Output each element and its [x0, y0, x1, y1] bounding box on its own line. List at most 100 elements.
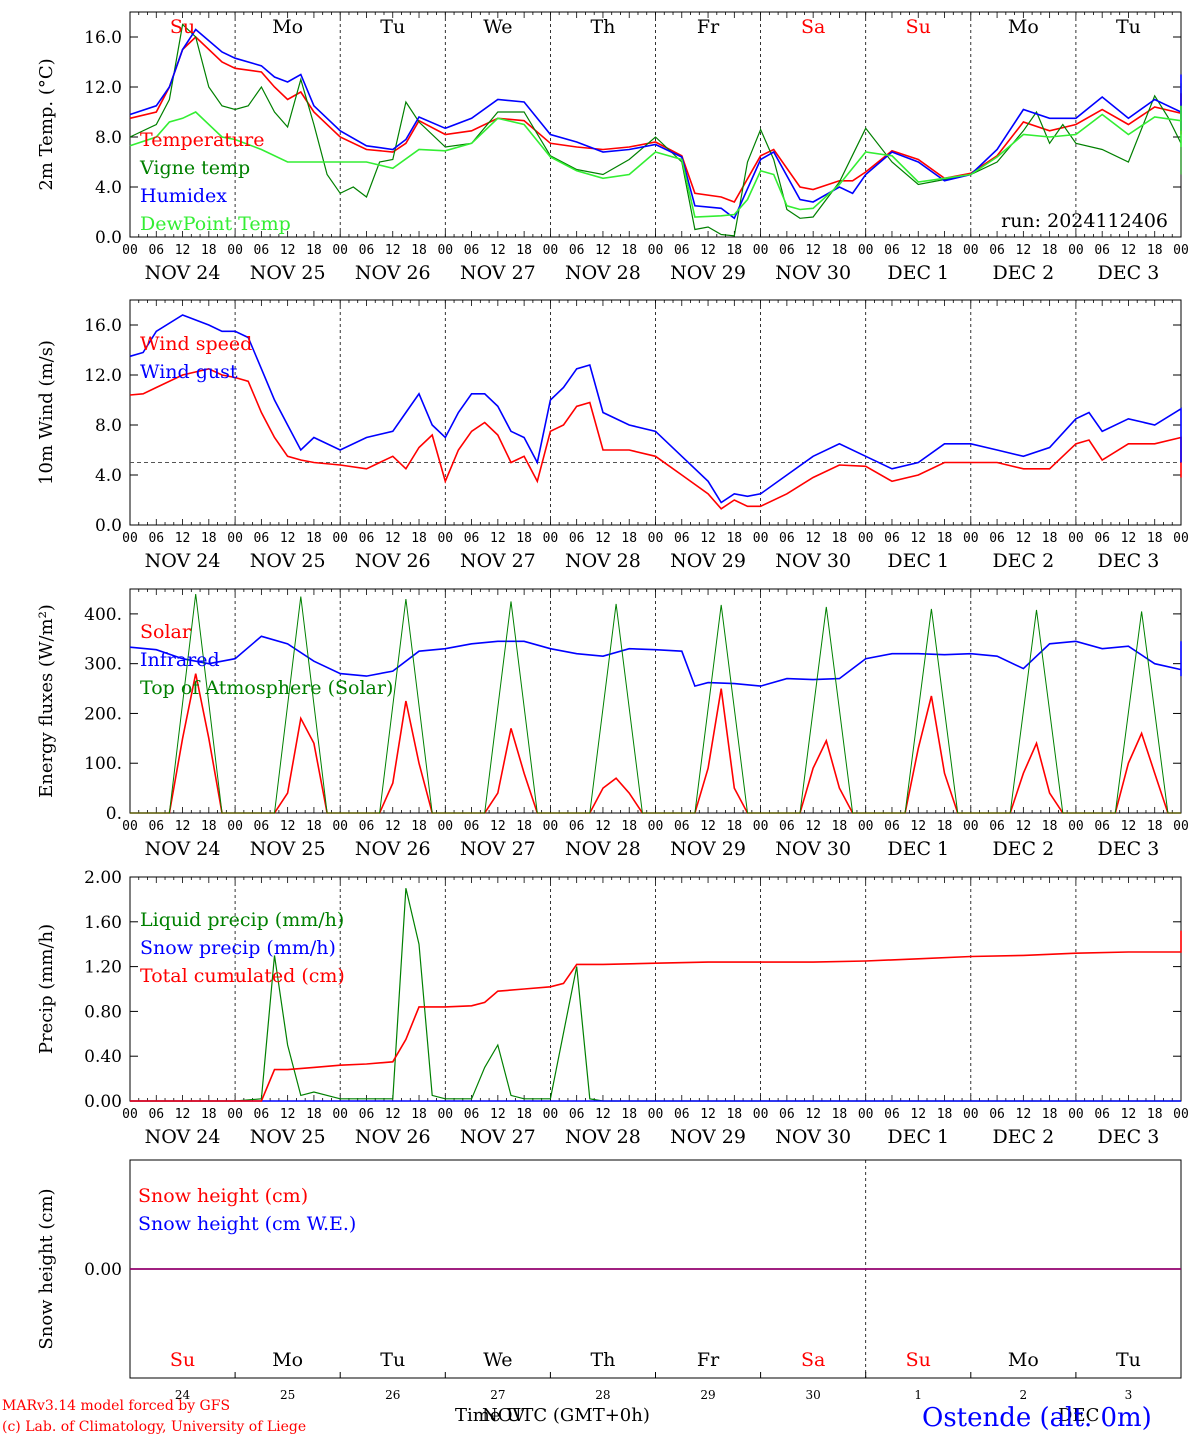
- time-axis-title: Time UTC (GMT+0h): [455, 1405, 650, 1426]
- panel1-hour-label: 18: [937, 243, 953, 258]
- panel3-hour-label: 18: [726, 819, 742, 834]
- panel4-day-label: NOV 29: [670, 1126, 746, 1148]
- panel4-day-label: NOV 27: [460, 1126, 536, 1148]
- panel2-hour-label: 06: [254, 531, 270, 546]
- panel2-hour-label: 12: [805, 531, 821, 546]
- bottom-day-number: 28: [595, 1388, 610, 1402]
- panel1-frame: [129, 11, 1182, 238]
- panel3-day-label: NOV 27: [460, 838, 536, 860]
- panel1-hour-label: 12: [490, 243, 506, 258]
- panel1-day-label: DEC 1: [887, 262, 949, 284]
- panel1-hour-label: 18: [621, 243, 637, 258]
- panel4-day-label: DEC 1: [887, 1126, 949, 1148]
- panel3-day-label: NOV 28: [565, 838, 641, 860]
- panel3-day-label: DEC 1: [887, 838, 949, 860]
- bottom-weekday-label: Mo: [1008, 1349, 1039, 1371]
- panel1-y-axis-label: 2m Temp. (°C): [36, 58, 57, 190]
- panel2-hour-label: 18: [937, 531, 953, 546]
- panel1-y-tick-label: 12.0: [84, 78, 122, 98]
- panel1-hour-label: 00: [963, 243, 979, 258]
- panel1-legend-entry: Temperature: [140, 129, 264, 151]
- panel2-hour-label: 12: [385, 531, 401, 546]
- month-overlay-nov: NOV: [482, 1405, 526, 1426]
- panel5-y-axis-label: Snow height (cm): [36, 1188, 57, 1349]
- panel2-day-label: NOV 28: [565, 550, 641, 572]
- panel4-legend-entry: Snow precip (mm/h): [140, 937, 336, 959]
- panel3-y-tick-label: 300.: [84, 655, 122, 675]
- panel3-hour-label: 18: [516, 819, 532, 834]
- panel2-legend-entry: Wind gust: [140, 361, 238, 383]
- panel1-hour-label: 06: [884, 243, 900, 258]
- bottom-day-number: 29: [700, 1388, 715, 1402]
- panel1-hour-label: 12: [175, 243, 191, 258]
- bottom-weekday-label: Sa: [801, 1349, 825, 1371]
- panel1-hour-label: 00: [227, 243, 243, 258]
- panel2-hour-label: 00: [227, 531, 243, 546]
- panel2-hour-label: 18: [832, 531, 848, 546]
- month-overlay-dec: DEC: [1058, 1405, 1100, 1426]
- panel4-hour-label: 12: [700, 1107, 716, 1122]
- top-weekday-label: Fr: [697, 16, 720, 38]
- panel4-hour-label: 12: [490, 1107, 506, 1122]
- model-credit: MARv3.14 model forced by GFS: [2, 1398, 231, 1414]
- panel2-hour-label: 12: [490, 531, 506, 546]
- bottom-day-number: 2: [1020, 1388, 1028, 1402]
- panel4-hour-label: 00: [543, 1107, 559, 1122]
- panel4-hour-label: 00: [963, 1107, 979, 1122]
- panel3-y-tick-label: 0.: [106, 804, 122, 824]
- panel3-hour-label: 18: [201, 819, 217, 834]
- panel1-hour-label: 18: [201, 243, 217, 258]
- panel4-hour-label: 18: [832, 1107, 848, 1122]
- panel1-day-label: NOV 25: [250, 262, 326, 284]
- run-label: run: 2024112406: [1001, 210, 1168, 232]
- panel2-hour-label: 12: [700, 531, 716, 546]
- top-weekday-label: Tu: [1116, 16, 1141, 38]
- panel4-hour-label: 12: [805, 1107, 821, 1122]
- panel1-hour-label: 00: [1068, 243, 1084, 258]
- panel2-y-axis-label: 10m Wind (m/s): [36, 340, 57, 485]
- panel3-hour-label: 06: [148, 819, 164, 834]
- panel4-day-label: NOV 25: [250, 1126, 326, 1148]
- panel3-hour-label: 00: [543, 819, 559, 834]
- panel1-hour-label: 06: [254, 243, 270, 258]
- panel1-series-line: [129, 28, 1182, 220]
- panel4-hour-label: 06: [359, 1107, 375, 1122]
- panel2-hour-label: 00: [332, 531, 348, 546]
- panel1-hour-label: 12: [805, 243, 821, 258]
- panel1-hour-label: 18: [411, 243, 427, 258]
- panel1-hour-label: 12: [385, 243, 401, 258]
- top-weekday-label: Su: [906, 16, 931, 38]
- panel1-hour-label: 12: [910, 243, 926, 258]
- bottom-day-number: 24: [175, 1388, 191, 1402]
- panel4-hour-label: 06: [779, 1107, 795, 1122]
- panel3-day-label: DEC 2: [992, 838, 1054, 860]
- panel2-day-label: NOV 30: [775, 550, 851, 572]
- panel2-hour-label: 18: [1147, 531, 1163, 546]
- panel4-hour-label: 00: [753, 1107, 769, 1122]
- top-weekday-label: Mo: [1008, 16, 1039, 38]
- station-name: Ostende (alt. 0m): [922, 1403, 1152, 1433]
- panel2-hour-label: 12: [910, 531, 926, 546]
- panel3-hour-label: 18: [621, 819, 637, 834]
- panel3-hour-label: 18: [1042, 819, 1058, 834]
- panel1-hour-label: 00: [332, 243, 348, 258]
- panel2-hour-label: 12: [1016, 531, 1032, 546]
- panel1-y-tick-label: 8.0: [95, 128, 122, 148]
- panel4-hour-label: 12: [1121, 1107, 1137, 1122]
- panel1-legend-entry: Humidex: [140, 185, 227, 207]
- panel3-hour-label: 12: [910, 819, 926, 834]
- panel1-legend-entry: DewPoint Temp: [140, 213, 291, 235]
- panel4-hour-label: 12: [385, 1107, 401, 1122]
- panel4-hour-label: 18: [621, 1107, 637, 1122]
- panel4-y-axis-label: Precip (mm/h): [36, 924, 57, 1054]
- panel3-hour-label: 18: [1147, 819, 1163, 834]
- panel3-hour-label: 00: [1173, 819, 1189, 834]
- panel1-y-tick-label: 0.0: [95, 228, 122, 248]
- panel1-hour-label: 18: [1147, 243, 1163, 258]
- panel2-hour-label: 00: [437, 531, 453, 546]
- top-weekday-label: Su: [170, 16, 195, 38]
- panel2-day-label: NOV 25: [250, 550, 326, 572]
- panel4-hour-label: 00: [1068, 1107, 1084, 1122]
- panel3-hour-label: 12: [595, 819, 611, 834]
